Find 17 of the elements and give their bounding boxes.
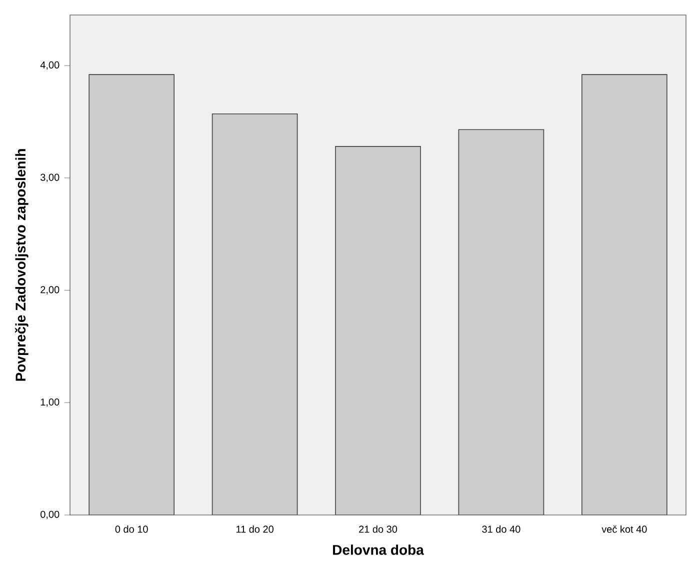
x-tick-label: 11 do 20 (236, 525, 274, 533)
x-axis-title: Delovna doba (333, 544, 424, 555)
x-tick-label: 31 do 40 (482, 525, 520, 533)
bar (582, 74, 668, 515)
x-tick-label: 21 do 30 (359, 525, 398, 533)
y-axis-title: Povprečje Zadovoljstvo zaposlenih (14, 149, 28, 381)
bar (458, 129, 544, 515)
y-tick-label: 2,00 (40, 286, 60, 294)
y-tick-label: 0,00 (40, 510, 60, 520)
bar (88, 74, 175, 515)
y-tick-label: 3,00 (40, 174, 60, 182)
x-tick-label: 0 do 10 (115, 525, 148, 533)
y-tick-label: 1,00 (40, 398, 60, 407)
bar (212, 113, 298, 515)
y-tick-label: 4,00 (40, 61, 60, 70)
bar (335, 146, 421, 515)
x-tick-label: več kot 40 (602, 525, 647, 533)
